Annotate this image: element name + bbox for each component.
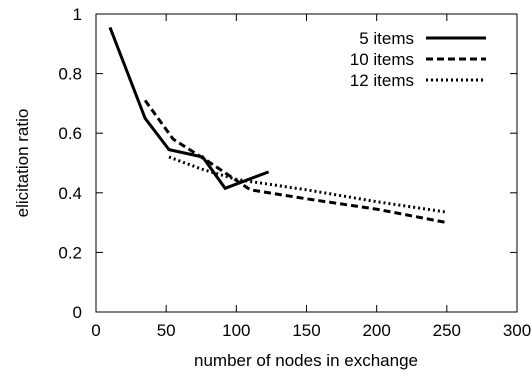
x-tick-label: 100 bbox=[222, 321, 250, 340]
x-tick-label: 200 bbox=[362, 321, 390, 340]
y-axis-label: elicitation ratio bbox=[13, 109, 32, 218]
x-tick-label: 250 bbox=[433, 321, 461, 340]
legend-label: 5 items bbox=[359, 29, 414, 48]
y-tick-label: 0.8 bbox=[58, 65, 82, 84]
legend: 5 items 10 items 12 items bbox=[350, 29, 486, 90]
legend-label: 10 items bbox=[350, 50, 414, 69]
series-line-1 bbox=[108, 26, 270, 191]
y-tick-label: 0.4 bbox=[58, 184, 82, 203]
x-tick-label: 150 bbox=[292, 321, 320, 340]
y-tick-label: 0.6 bbox=[58, 124, 82, 143]
y-tick-label: 0 bbox=[73, 303, 82, 322]
y-tick-label: 0.2 bbox=[58, 243, 82, 262]
x-tick-label: 300 bbox=[503, 321, 531, 340]
x-tick-label: 0 bbox=[91, 321, 100, 340]
series-line-3 bbox=[168, 155, 448, 214]
legend-label: 12 items bbox=[350, 71, 414, 90]
y-tick-label: 1 bbox=[73, 5, 82, 24]
axis-ticks: 0 50 100 150 200 250 300 0 0.2 0.4 0.6 0.8 1 bbox=[58, 5, 531, 340]
x-tick-label: 50 bbox=[157, 321, 176, 340]
x-axis-label: number of nodes in exchange bbox=[194, 351, 418, 370]
series-line-2 bbox=[143, 99, 448, 225]
series-lines bbox=[108, 26, 448, 225]
